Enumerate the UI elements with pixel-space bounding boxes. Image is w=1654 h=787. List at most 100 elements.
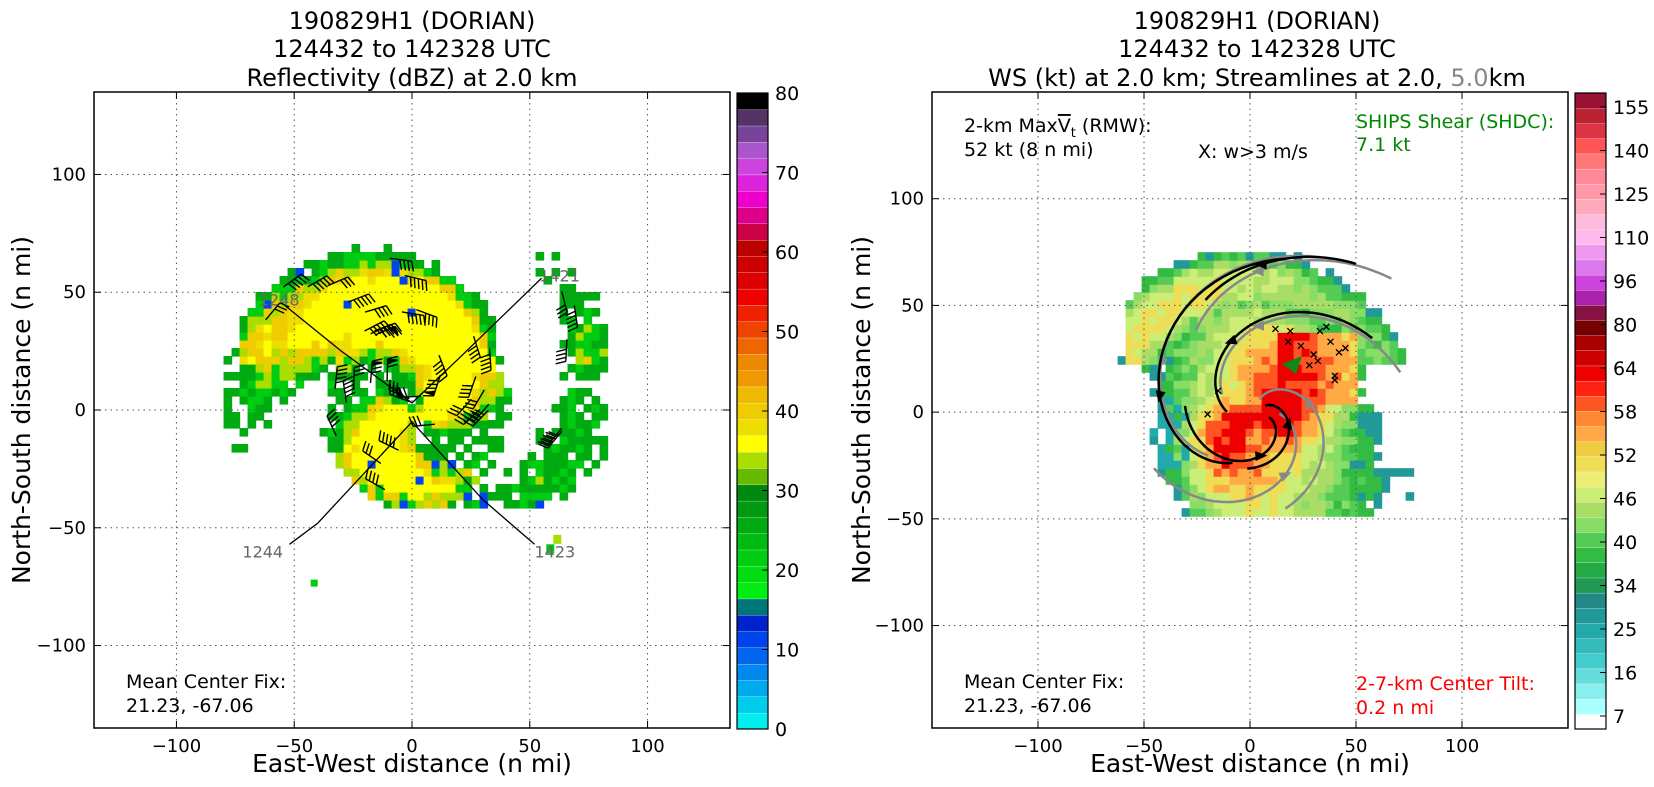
streamline-arrow	[1224, 334, 1238, 345]
wind-speed-cell	[1213, 332, 1223, 341]
wind-speed-cell	[1197, 468, 1207, 477]
colorbar-tick-label: 40	[775, 401, 799, 423]
wind-speed-cell	[1229, 308, 1239, 317]
wind-speed-cell	[1205, 276, 1215, 285]
reflectivity-cell	[391, 292, 401, 301]
reflectivity-cell	[487, 324, 497, 333]
wind-speed-cell	[1261, 428, 1271, 437]
reflectivity-cell	[247, 340, 257, 349]
reflectivity-cell	[463, 420, 473, 429]
reflectivity-cell	[239, 444, 249, 453]
wind-speed-cell	[1349, 468, 1359, 477]
reflectivity-cell	[239, 388, 249, 397]
wind-speed-cell	[1197, 364, 1207, 373]
reflectivity-cell	[239, 324, 249, 333]
reflectivity-cell	[279, 276, 289, 285]
left-title-line2: 124432 to 142328 UTC	[273, 35, 551, 63]
reflectivity-cell	[311, 332, 321, 341]
reflectivity-cell	[575, 396, 585, 405]
wind-speed-cell	[1405, 492, 1415, 501]
colorbar-tick-label: 125	[1613, 184, 1649, 206]
wind-speed-cell	[1301, 364, 1311, 373]
reflectivity-cell	[311, 364, 321, 373]
wind-speed-cell	[1269, 292, 1279, 301]
wind-speed-cell	[1213, 492, 1223, 501]
reflectivity-cell	[399, 436, 409, 445]
reflectivity-cell	[575, 356, 585, 365]
wind-speed-cell	[1245, 508, 1255, 517]
wind-speed-cell	[1277, 268, 1287, 277]
wind-speed-cell	[1301, 276, 1311, 285]
reflectivity-cell	[359, 284, 369, 293]
wind-speed-cell	[1285, 444, 1295, 453]
reflectivity-cell	[471, 452, 481, 461]
reflectivity-cell	[255, 340, 265, 349]
colorbar-tick-label: 0	[775, 719, 787, 741]
reflectivity-cell	[431, 284, 441, 293]
wind-speed-cell	[1365, 484, 1375, 493]
wind-speed-cell	[1245, 332, 1255, 341]
reflectivity-cell	[447, 396, 457, 405]
reflectivity-cell	[279, 380, 289, 389]
wind-speed-cell	[1301, 348, 1311, 357]
wind-barb	[408, 415, 435, 427]
reflectivity-cell	[431, 484, 441, 493]
wind-speed-cell	[1261, 404, 1271, 413]
reflectivity-cell	[391, 284, 401, 293]
reflectivity-cell	[559, 372, 569, 381]
reflectivity-cell	[399, 444, 409, 453]
reflectivity-cell	[319, 348, 329, 357]
reflectivity-cell	[375, 484, 385, 493]
wind-speed-cell	[1165, 468, 1175, 477]
wind-speed-cell	[1165, 396, 1175, 405]
streamline-arrow	[1278, 472, 1292, 482]
reflectivity-cell	[591, 308, 601, 317]
reflectivity-cell	[399, 468, 409, 477]
reflectivity-cell	[319, 308, 329, 317]
wind-speed-cell	[1181, 428, 1191, 437]
wind-speed-cell	[1381, 468, 1391, 477]
streamline	[1219, 314, 1402, 395]
reflectivity-cell	[423, 332, 433, 341]
wind-speed-cell	[1309, 316, 1319, 325]
wind-speed-cell	[1253, 372, 1263, 381]
reflectivity-cell	[375, 300, 385, 309]
reflectivity-cell	[407, 356, 417, 365]
left-title-line1: 190829H1 (DORIAN)	[289, 7, 536, 35]
wind-speed-cell	[1213, 460, 1223, 469]
reflectivity-cell	[479, 316, 489, 325]
right-grid	[932, 92, 1568, 728]
wind-speed-cell	[1301, 420, 1311, 429]
reflectivity-cell	[255, 380, 265, 389]
wind-speed-cell	[1141, 348, 1151, 357]
wind-speed-cell	[1205, 252, 1215, 261]
wind-speed-cell	[1221, 412, 1231, 421]
reflectivity-cell	[471, 316, 481, 325]
wind-speed-cell	[1333, 340, 1343, 349]
wind-speed-cell	[1269, 260, 1279, 269]
reflectivity-cell	[439, 348, 449, 357]
wind-speed-cell	[1365, 404, 1375, 413]
reflectivity-cell	[319, 340, 329, 349]
wind-speed-cell	[1333, 500, 1343, 509]
updraft-marker	[1331, 376, 1339, 384]
reflectivity-cell	[415, 268, 425, 277]
reflectivity-cell	[487, 356, 497, 365]
wind-speed-cell	[1237, 316, 1247, 325]
reflectivity-cell	[447, 308, 457, 317]
wind-speed-cell	[1293, 508, 1303, 517]
reflectivity-cell	[463, 492, 473, 501]
wind-speed-cell	[1357, 292, 1367, 301]
wind-speed-cell	[1253, 380, 1263, 389]
colorbar-cell	[736, 288, 769, 306]
x-tick-label: 100	[1445, 736, 1479, 757]
updraft-marker	[1314, 357, 1322, 365]
reflectivity-cell	[351, 276, 361, 285]
reflectivity-cell	[391, 372, 401, 381]
reflectivity-cell	[271, 308, 281, 317]
wind-speed-cell	[1293, 388, 1303, 397]
wind-speed-cell	[1341, 316, 1351, 325]
wind-speed-cell	[1165, 428, 1175, 437]
wind-speed-cell	[1357, 356, 1367, 365]
reflectivity-cell	[375, 268, 385, 277]
